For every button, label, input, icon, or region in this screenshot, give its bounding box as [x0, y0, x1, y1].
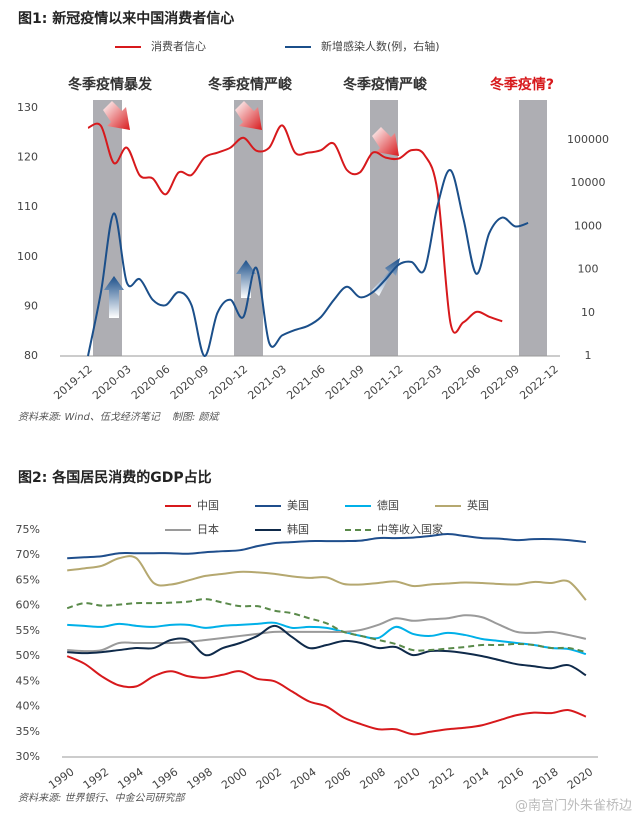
x-tick-label: 2020-06 — [129, 363, 173, 403]
x-tick-label: 2014 — [461, 765, 491, 792]
arrow — [104, 276, 124, 318]
y-tick-label: 110 — [17, 200, 38, 213]
x-tick-label: 2021-12 — [362, 363, 406, 403]
x-tick-label: 2020-09 — [168, 363, 212, 403]
y2-tick-label: 1 — [585, 349, 592, 362]
legend-label: 英国 — [467, 498, 489, 512]
y-tick-label: 35% — [16, 725, 40, 738]
series-line — [67, 533, 587, 560]
series-line — [67, 621, 587, 656]
chart-title: 图2: 各国居民消费的GDP占比 — [18, 469, 212, 486]
watermark: @南宫门外朱雀桥边 — [515, 798, 632, 814]
x-tick-label: 1998 — [185, 765, 215, 792]
x-tick-label: 2010 — [392, 765, 422, 792]
arrows — [103, 101, 400, 318]
series-line — [67, 555, 587, 601]
arrow — [235, 101, 262, 130]
source: 资料来源: 世界银行、中金公司研究部 — [18, 792, 187, 804]
x-tick-label: 1990 — [46, 765, 76, 792]
annotation: 冬季疫情严峻 — [208, 76, 293, 93]
y2-tick-label: 100000 — [567, 133, 609, 146]
x-tick-label: 2016 — [496, 765, 526, 792]
x-tick-label: 2018 — [530, 765, 560, 792]
x-tick-label: 2022-09 — [478, 363, 522, 403]
y-tick-label: 45% — [16, 674, 40, 687]
x-tick-label: 2002 — [254, 765, 284, 792]
arrow — [103, 101, 130, 130]
y-tick-label: 40% — [16, 700, 40, 713]
y-tick-label: 100 — [17, 250, 38, 263]
y2-tick-label: 10 — [581, 306, 595, 319]
credit: 制图: 颜斌 — [172, 411, 221, 423]
y-tick-label: 65% — [16, 573, 40, 586]
series-line — [67, 614, 587, 653]
x-tick-label: 2021-03 — [245, 363, 289, 403]
annotation: 冬季疫情严峻 — [343, 76, 428, 93]
y-tick-label: 50% — [16, 649, 40, 662]
annotation: 冬季疫情暴发 — [68, 76, 153, 93]
y-tick-label: 70% — [16, 548, 40, 561]
legend-label: 中国 — [197, 499, 219, 512]
x-tick-label: 2006 — [323, 765, 353, 792]
series-line — [67, 624, 587, 677]
x-tick-label: 1996 — [150, 765, 180, 792]
y-tick-label: 80 — [24, 349, 38, 362]
arrow — [236, 260, 256, 298]
legend-label: 新增感染人数(例，右轴) — [321, 39, 440, 53]
x-tick-label: 2021-09 — [323, 363, 367, 403]
x-tick-label: 2004 — [288, 765, 318, 792]
chart-title: 图1: 新冠疫情以来中国消费者信心 — [18, 10, 234, 27]
x-tick-label: 2008 — [357, 765, 387, 792]
series-line — [87, 169, 529, 358]
y2-tick-label: 100 — [578, 263, 599, 276]
x-tick-label: 2019-12 — [51, 363, 95, 403]
y-tick-label: 120 — [17, 151, 38, 164]
series-line — [87, 122, 503, 334]
y-tick-label: 60% — [16, 599, 40, 612]
x-tick-label: 2012 — [427, 765, 457, 792]
legend-label: 德国 — [377, 498, 399, 512]
y2-tick-label: 1000 — [574, 219, 602, 232]
x-tick-label: 2020-03 — [90, 363, 134, 403]
x-tick-label: 2000 — [219, 765, 249, 792]
y-tick-label: 75% — [16, 523, 40, 536]
arrow — [372, 127, 399, 156]
y-tick-label: 130 — [17, 101, 38, 114]
x-tick-label: 1994 — [115, 765, 145, 792]
x-tick-label: 2022-03 — [401, 363, 445, 403]
x-tick-label: 2022-06 — [440, 363, 484, 403]
legend-label: 消费者信心 — [151, 39, 206, 53]
y-tick-label: 55% — [16, 624, 40, 637]
series-line — [66, 598, 587, 654]
x-tick-label: 2020-12 — [207, 363, 251, 403]
series-line — [66, 655, 587, 736]
annotation: 冬季疫情? — [490, 76, 554, 93]
legend-label: 日本 — [197, 522, 219, 536]
legend-label: 中等收入国家 — [377, 522, 443, 536]
x-tick-label: 2022-12 — [517, 363, 561, 403]
band — [234, 100, 263, 356]
band — [519, 100, 547, 356]
y2-tick-label: 10000 — [571, 176, 606, 189]
y-tick-label: 90 — [24, 299, 38, 312]
x-tick-label: 2020 — [565, 765, 595, 792]
y-tick-label: 30% — [16, 750, 40, 763]
legend-label: 韩国 — [287, 522, 309, 536]
source: 资料来源: Wind、伍戈经济笔记 — [18, 411, 161, 423]
x-tick-label: 2021-06 — [284, 363, 328, 403]
x-tick-label: 1992 — [81, 765, 111, 792]
legend-label: 美国 — [287, 499, 309, 512]
